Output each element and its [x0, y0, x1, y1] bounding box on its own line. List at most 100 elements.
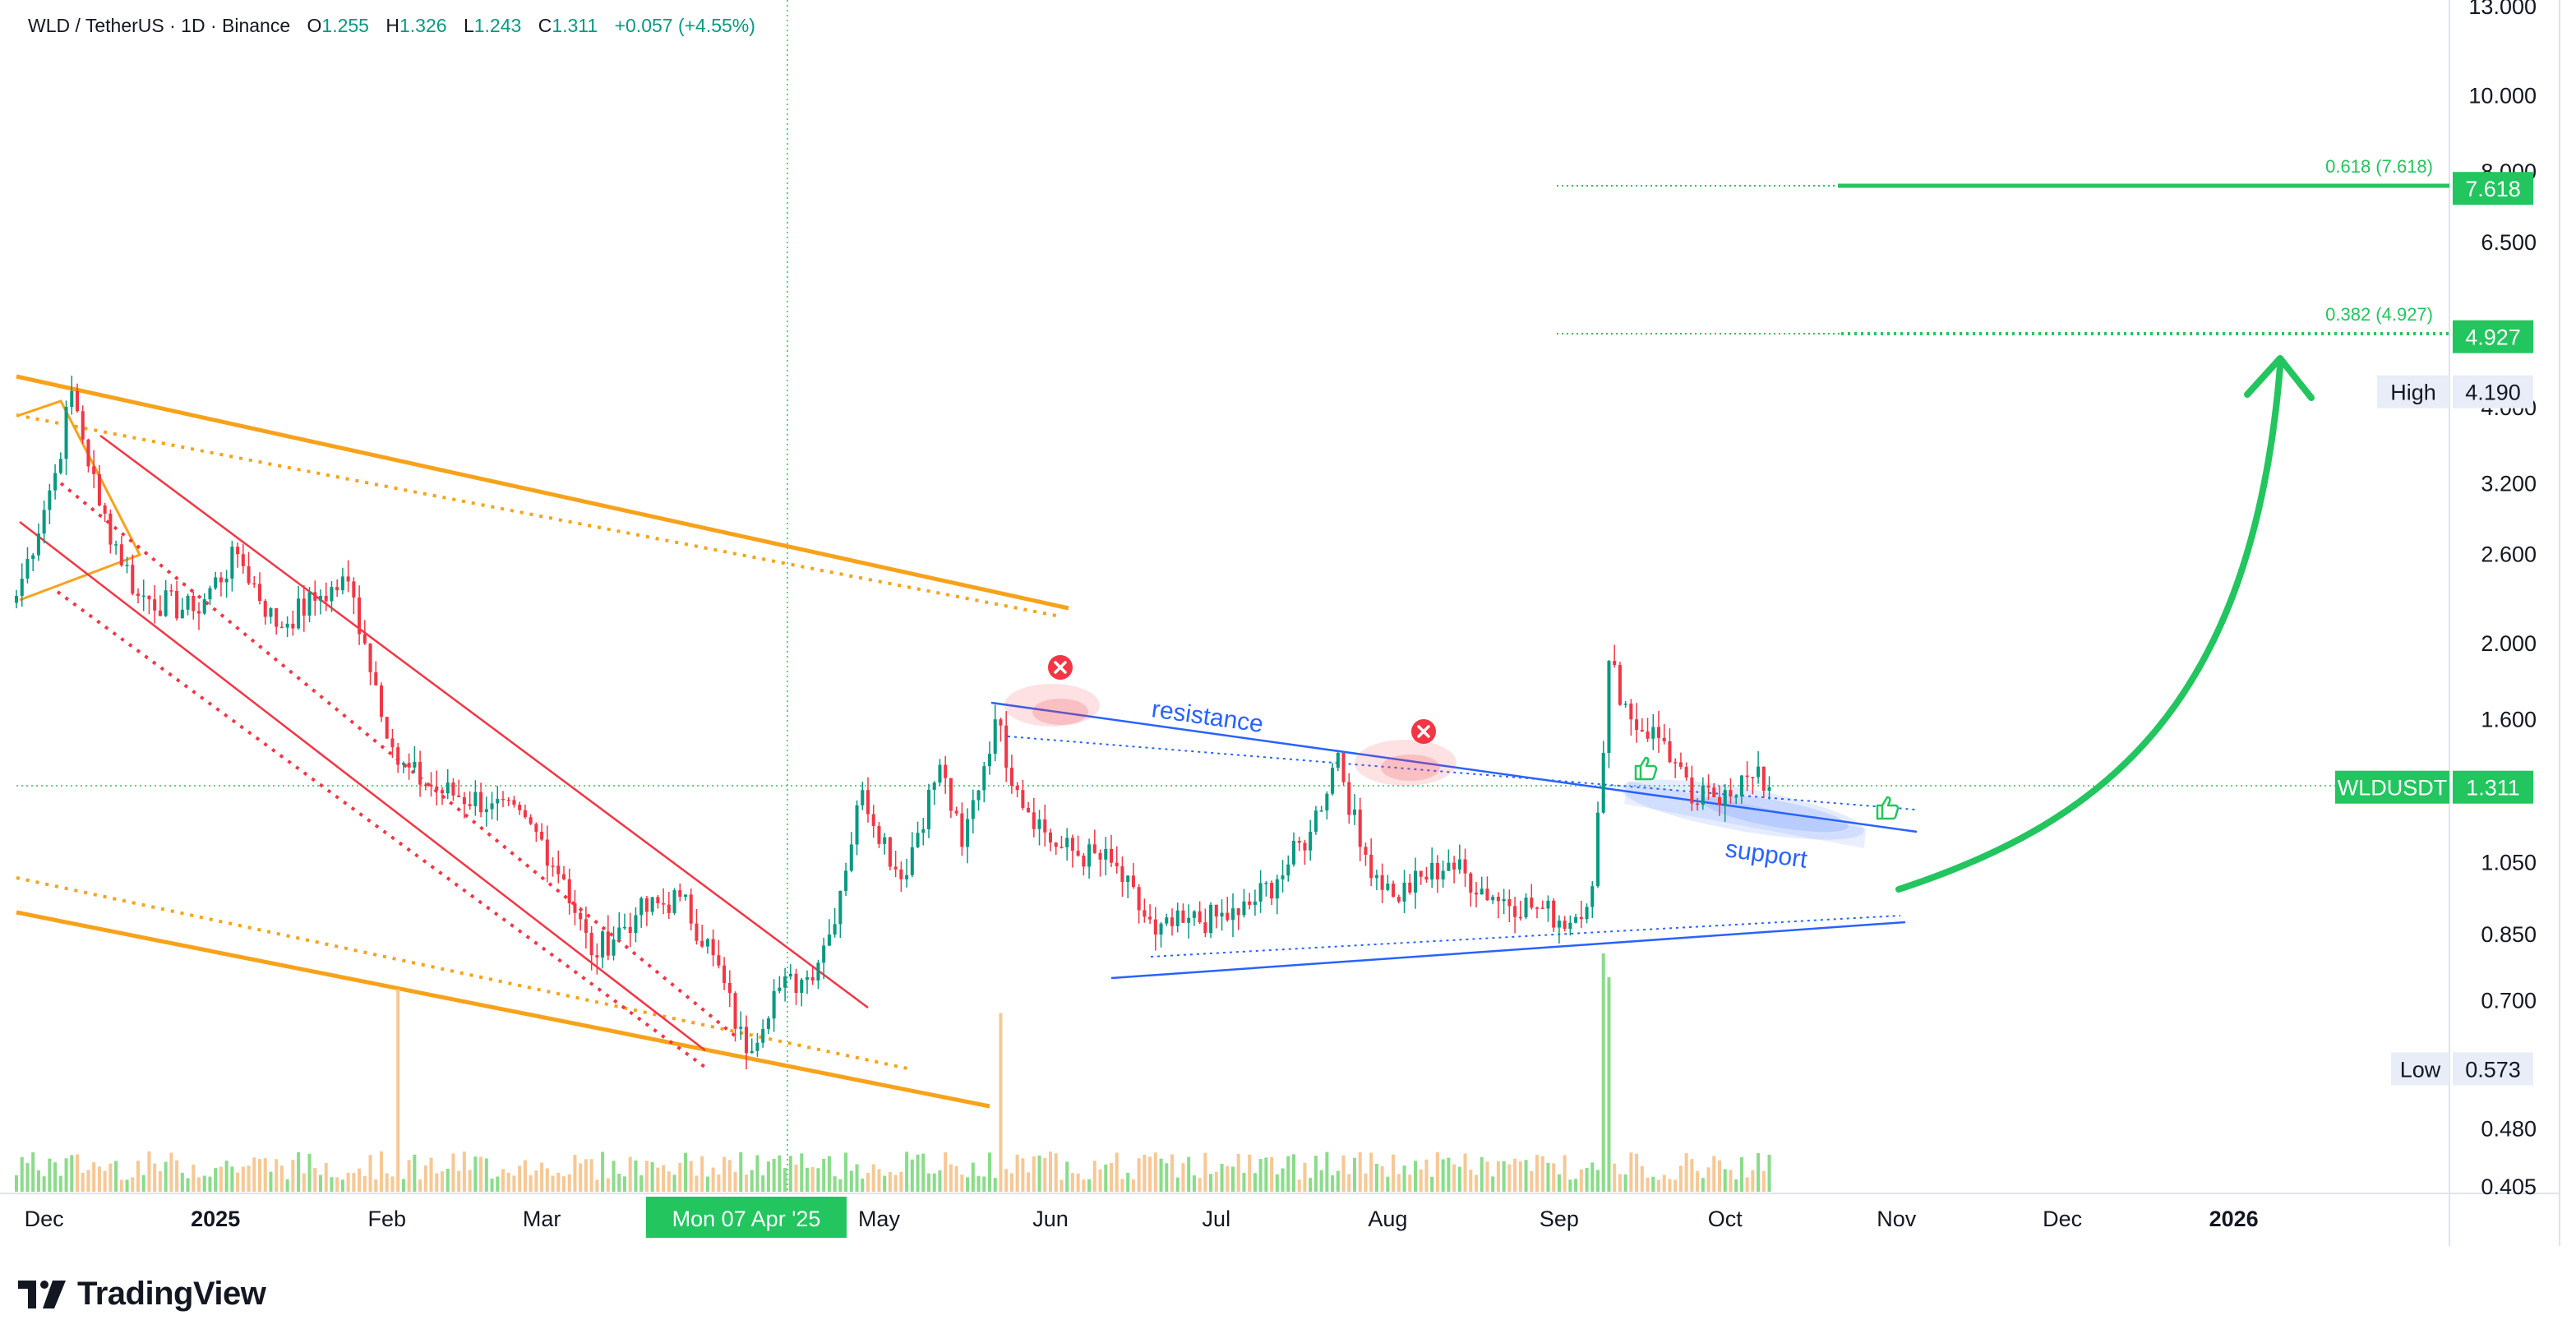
volume-bar: [358, 1168, 362, 1192]
candle-body: [269, 608, 273, 617]
candle-body: [1230, 908, 1235, 921]
red-channel-upper: [99, 434, 869, 1009]
volume-bar: [1153, 1152, 1157, 1192]
candle-body: [1092, 844, 1096, 853]
symbol-legend: WLD / TetherUS · 1D · Binance O1.255 H1.…: [28, 15, 755, 37]
y-tick-label: 0.700: [2481, 988, 2537, 1013]
candle-body: [656, 897, 660, 904]
candle-body: [236, 547, 240, 555]
volume-bar: [1325, 1151, 1329, 1192]
candle-body: [772, 990, 776, 1019]
candle-body: [1717, 796, 1722, 805]
candle-body: [1684, 767, 1688, 778]
volume-bar: [601, 1151, 605, 1192]
candle-body: [717, 955, 721, 966]
volume-bar: [1485, 1161, 1489, 1192]
volume-bar: [219, 1166, 223, 1192]
symbol-title[interactable]: WLD / TetherUS · 1D · Binance: [28, 15, 291, 36]
candle-body: [545, 839, 549, 866]
candle-body: [1524, 898, 1528, 918]
candle-body: [711, 939, 715, 956]
price-tag: [2453, 375, 2533, 408]
volume-bar: [302, 1173, 306, 1192]
candle-body: [208, 588, 212, 600]
candle-body: [1540, 907, 1544, 909]
volume-bar: [877, 1169, 881, 1192]
volume-bar: [1253, 1173, 1257, 1192]
candle-body: [982, 766, 986, 791]
volume-bar: [279, 1165, 284, 1192]
volume-bar: [662, 1165, 666, 1192]
volume-bar: [1430, 1176, 1434, 1192]
volume-bar: [822, 1158, 826, 1192]
candle-body: [1369, 854, 1373, 879]
candle-body: [1286, 864, 1290, 876]
candle-body: [1065, 838, 1069, 847]
support-line: [1110, 921, 1906, 980]
candle-body: [650, 897, 654, 912]
volume-bar: [667, 1171, 671, 1192]
volume-bar: [31, 1152, 35, 1192]
candle-body: [1729, 790, 1733, 797]
volume-bar: [1352, 1157, 1357, 1192]
x-tick-label: Jul: [1203, 1207, 1231, 1231]
volume-bar: [700, 1156, 704, 1192]
candle-body: [385, 717, 389, 739]
volume-bar: [42, 1176, 46, 1192]
candle-body: [1396, 897, 1401, 902]
candle-body: [1270, 883, 1274, 899]
candle-body: [1535, 907, 1540, 909]
candle-body: [827, 935, 831, 946]
tradingview-logo[interactable]: TradingView: [18, 1276, 266, 1313]
resistance-line: [990, 701, 1918, 833]
candle-body: [794, 973, 798, 993]
candle-body: [987, 754, 992, 767]
candle-body: [291, 623, 295, 629]
volume-bar: [440, 1171, 445, 1192]
candle-body: [313, 592, 317, 601]
orange-channel-lower: [16, 910, 990, 1109]
candle-body: [960, 813, 964, 847]
volume-bar: [230, 1166, 234, 1192]
candle-body: [722, 965, 727, 983]
candle-body: [1595, 812, 1600, 887]
candle-body: [584, 919, 588, 933]
volume-bar: [186, 1178, 190, 1192]
candle-body: [639, 898, 644, 916]
candle-body: [451, 782, 455, 796]
volume-bar: [70, 1155, 74, 1192]
candle-body: [374, 672, 378, 685]
candle-body: [1419, 870, 1423, 877]
candle-body: [70, 390, 74, 408]
volume-bar: [413, 1154, 417, 1192]
candle-body: [1380, 875, 1384, 890]
candle-body: [667, 904, 671, 913]
volume-bar: [330, 1177, 334, 1192]
candle-body: [727, 982, 732, 994]
volume-bar: [1275, 1174, 1279, 1192]
x-tick-label: Mon 07 Apr '25: [672, 1207, 821, 1231]
candle-body: [285, 623, 289, 628]
volume-bar: [1563, 1155, 1567, 1192]
volume-bar: [1369, 1152, 1373, 1192]
volume-bar: [1524, 1160, 1528, 1192]
candle-body: [595, 955, 599, 958]
volume-bar: [1474, 1175, 1479, 1192]
volume-bar: [982, 1176, 986, 1192]
volume-bar: [1457, 1166, 1461, 1192]
volume-bar: [1270, 1156, 1274, 1192]
candle-body: [1734, 796, 1738, 798]
candle-body: [307, 592, 312, 616]
candle-body: [1392, 884, 1396, 898]
candle-body: [1673, 762, 1678, 764]
volume-bar: [589, 1159, 593, 1192]
volume-bar: [53, 1162, 58, 1192]
candle-body: [622, 926, 627, 929]
y-tick-label: 2.600: [2481, 542, 2537, 566]
candle-body: [202, 599, 206, 614]
open-value: 1.255: [321, 15, 369, 36]
volume-bar: [628, 1156, 632, 1192]
candle-body: [1590, 886, 1595, 907]
volume-bar: [1441, 1159, 1445, 1192]
